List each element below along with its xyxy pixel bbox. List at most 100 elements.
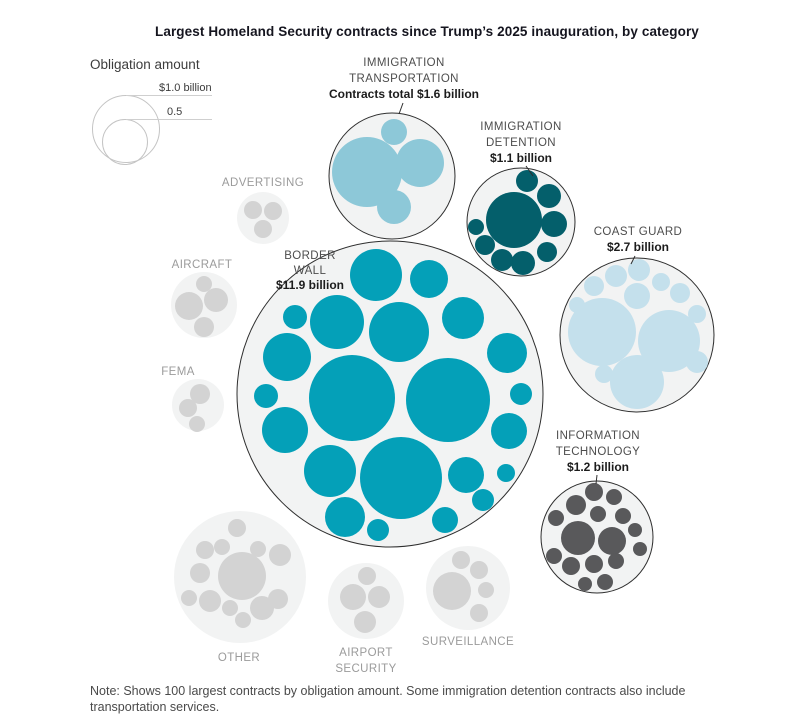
cluster-advertising-bubble[interactable] [264, 202, 282, 220]
cluster-coast-guard-bubble[interactable] [568, 298, 636, 366]
cluster-other-bubble[interactable] [269, 544, 291, 566]
cluster-border-wall-bubble[interactable] [309, 355, 395, 441]
cluster-airport-security-bubble[interactable] [358, 567, 376, 585]
cluster-coast-guard-bubble[interactable] [605, 265, 627, 287]
cluster-border-wall-bubble[interactable] [325, 497, 365, 537]
cluster-other-bubble[interactable] [250, 541, 266, 557]
cluster-border-wall-bubble[interactable] [510, 383, 532, 405]
cluster-coast-guard-bubble[interactable] [569, 297, 585, 313]
cluster-border-wall-bubble[interactable] [442, 297, 484, 339]
cluster-surveillance-bubble[interactable] [433, 572, 471, 610]
cluster-immigration-transportation-bubble[interactable] [377, 190, 411, 224]
cluster-coast-guard-bubble[interactable] [628, 259, 650, 281]
cluster-information-technology-bubble[interactable] [578, 577, 592, 591]
cluster-coast-guard-bubble[interactable] [584, 276, 604, 296]
cluster-coast-guard-bubble[interactable] [595, 365, 613, 383]
cluster-surveillance-bubble[interactable] [470, 604, 488, 622]
cluster-immigration-detention-bubble[interactable] [541, 211, 567, 237]
cluster-information-technology-bubble[interactable] [608, 553, 624, 569]
cluster-border-wall-bubble[interactable] [487, 333, 527, 373]
cluster-information-technology-bubble[interactable] [597, 574, 613, 590]
cluster-information-technology-bubble[interactable] [628, 523, 642, 537]
cluster-airport-security-bubble[interactable] [354, 611, 376, 633]
cluster-other-bubble[interactable] [214, 539, 230, 555]
cluster-immigration-transportation-bubble[interactable] [332, 137, 402, 207]
cluster-other-bubble[interactable] [268, 589, 288, 609]
cluster-border-wall-bubble[interactable] [283, 305, 307, 329]
cluster-border-wall-bubble[interactable] [491, 413, 527, 449]
cluster-border-wall-bubble[interactable] [310, 295, 364, 349]
cluster-border-wall-bubble[interactable] [472, 489, 494, 511]
cluster-other-bubble[interactable] [218, 552, 266, 600]
cluster-border-wall-bubble[interactable] [497, 464, 515, 482]
cluster-fema-outline [172, 379, 224, 431]
cluster-information-technology-bubble[interactable] [585, 483, 603, 501]
cluster-other-bubble[interactable] [228, 519, 246, 537]
cluster-surveillance-bubble[interactable] [478, 582, 494, 598]
cluster-border-wall-bubble[interactable] [369, 302, 429, 362]
cluster-border-wall-bubble[interactable] [262, 407, 308, 453]
cluster-other-bubble[interactable] [196, 541, 214, 559]
size-legend: Obligation amount $1.0 billion 0.5 [0, 0, 230, 180]
cluster-information-technology-bubble[interactable] [562, 557, 580, 575]
cluster-immigration-detention-bubble[interactable] [537, 184, 561, 208]
cluster-fema-bubble[interactable] [190, 384, 210, 404]
cluster-information-technology-bubble[interactable] [585, 555, 603, 573]
cluster-airport-security-bubble[interactable] [368, 586, 390, 608]
cluster-border-wall-bubble[interactable] [406, 358, 490, 442]
cluster-information-technology-bubble[interactable] [590, 506, 606, 522]
cluster-immigration-detention-bubble[interactable] [491, 249, 513, 271]
cluster-immigration-detention-bubble[interactable] [475, 235, 495, 255]
cluster-other-bubble[interactable] [222, 600, 238, 616]
cluster-border-wall-bubble[interactable] [367, 519, 389, 541]
cluster-other-bubble[interactable] [250, 596, 274, 620]
cluster-border-wall-bubble[interactable] [360, 437, 442, 519]
cluster-coast-guard-bubble[interactable] [610, 355, 664, 409]
cluster-aircraft-bubble[interactable] [175, 292, 203, 320]
cluster-aircraft-bubble[interactable] [196, 276, 212, 292]
cluster-immigration-transportation-bubble[interactable] [396, 139, 444, 187]
legend-tick-line-small [126, 119, 212, 120]
cluster-immigration-detention-bubble[interactable] [516, 170, 538, 192]
cluster-other-bubble[interactable] [235, 612, 251, 628]
cluster-border-wall-bubble[interactable] [448, 457, 484, 493]
cluster-aircraft-bubble[interactable] [204, 288, 228, 312]
cluster-other-bubble[interactable] [181, 590, 197, 606]
cluster-information-technology-bubble[interactable] [561, 521, 595, 555]
cluster-coast-guard-bubble[interactable] [652, 273, 670, 291]
cluster-information-technology-bubble[interactable] [598, 527, 626, 555]
cluster-immigration-transportation-bubble[interactable] [381, 119, 407, 145]
cluster-immigration-detention-bubble[interactable] [537, 242, 557, 262]
cluster-immigration-detention-bubble[interactable] [511, 251, 535, 275]
cluster-coast-guard-bubble[interactable] [638, 310, 700, 372]
cluster-coast-guard-bubble[interactable] [686, 351, 708, 373]
cluster-advertising-bubble[interactable] [254, 220, 272, 238]
cluster-border-wall-bubble[interactable] [263, 333, 311, 381]
cluster-border-wall-bubble[interactable] [254, 384, 278, 408]
cluster-other-bubble[interactable] [190, 563, 210, 583]
cluster-information-technology-bubble[interactable] [566, 495, 586, 515]
cluster-airport-security-bubble[interactable] [340, 584, 366, 610]
cluster-other-bubble[interactable] [199, 590, 221, 612]
cluster-coast-guard-bubble[interactable] [624, 283, 650, 309]
cluster-coast-guard-bubble[interactable] [670, 283, 690, 303]
cluster-border-wall-bubble[interactable] [432, 507, 458, 533]
legend-label-large: $1.0 billion [159, 82, 212, 94]
cluster-surveillance-bubble[interactable] [470, 561, 488, 579]
cluster-fema-bubble[interactable] [179, 399, 197, 417]
cluster-immigration-detention-bubble[interactable] [468, 219, 484, 235]
cluster-aircraft-bubble[interactable] [194, 317, 214, 337]
cluster-information-technology-bubble[interactable] [633, 542, 647, 556]
cluster-information-technology-bubble[interactable] [615, 508, 631, 524]
cluster-advertising-bubble[interactable] [244, 201, 262, 219]
cluster-immigration-detention-bubble[interactable] [486, 192, 542, 248]
cluster-information-technology-bubble[interactable] [548, 510, 564, 526]
cluster-fema-bubble[interactable] [189, 416, 205, 432]
cluster-border-wall-bubble[interactable] [350, 249, 402, 301]
cluster-surveillance-bubble[interactable] [452, 551, 470, 569]
cluster-border-wall-bubble[interactable] [410, 260, 448, 298]
cluster-border-wall-bubble[interactable] [304, 445, 356, 497]
cluster-information-technology-bubble[interactable] [606, 489, 622, 505]
cluster-information-technology-bubble[interactable] [546, 548, 562, 564]
cluster-coast-guard-bubble[interactable] [688, 305, 706, 323]
